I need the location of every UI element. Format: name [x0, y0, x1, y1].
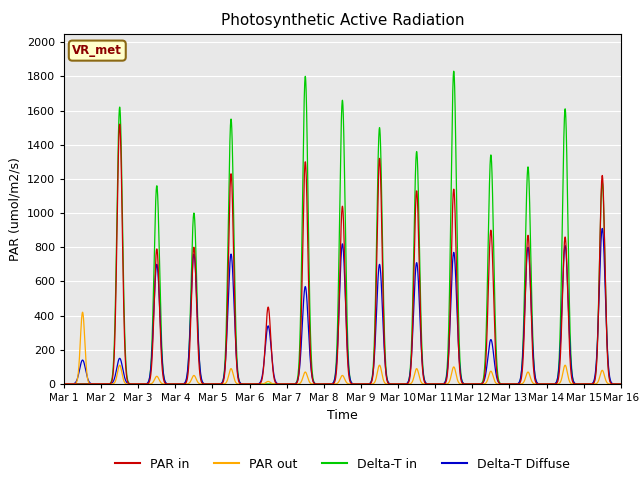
Delta-T in: [450, 68, 458, 74]
X-axis label: Time: Time: [327, 408, 358, 421]
Delta-T Diffuse: [355, 381, 362, 387]
PAR in: [60, 381, 68, 387]
Delta-T Diffuse: [617, 381, 625, 387]
PAR out: [79, 309, 86, 315]
Line: Delta-T Diffuse: Delta-T Diffuse: [64, 228, 621, 384]
Delta-T in: [543, 381, 550, 387]
Delta-T in: [78, 381, 86, 387]
PAR in: [182, 380, 190, 385]
PAR in: [116, 121, 124, 127]
PAR in: [78, 381, 86, 387]
Title: Photosynthetic Active Radiation: Photosynthetic Active Radiation: [221, 13, 464, 28]
PAR out: [121, 380, 129, 385]
Delta-T Diffuse: [543, 381, 550, 387]
PAR out: [283, 381, 291, 387]
PAR out: [182, 381, 190, 387]
PAR out: [60, 381, 68, 387]
PAR in: [194, 334, 202, 339]
PAR out: [617, 381, 625, 387]
Delta-T in: [60, 381, 68, 387]
Line: PAR in: PAR in: [64, 124, 621, 384]
Delta-T Diffuse: [598, 226, 606, 231]
PAR out: [194, 379, 202, 385]
Delta-T in: [617, 381, 625, 387]
PAR out: [543, 381, 550, 387]
PAR out: [78, 314, 86, 320]
PAR in: [355, 381, 362, 387]
PAR in: [543, 381, 550, 387]
Text: VR_met: VR_met: [72, 44, 122, 57]
Delta-T in: [355, 381, 362, 387]
PAR out: [355, 381, 362, 387]
Delta-T Diffuse: [60, 381, 68, 387]
Line: PAR out: PAR out: [64, 312, 621, 384]
Delta-T Diffuse: [182, 377, 190, 383]
Line: Delta-T in: Delta-T in: [64, 71, 621, 384]
Delta-T Diffuse: [194, 322, 202, 328]
Delta-T Diffuse: [121, 375, 129, 381]
PAR in: [617, 381, 625, 387]
Legend: PAR in, PAR out, Delta-T in, Delta-T Diffuse: PAR in, PAR out, Delta-T in, Delta-T Dif…: [109, 453, 575, 476]
Delta-T Diffuse: [78, 358, 86, 364]
Delta-T in: [121, 329, 129, 335]
Y-axis label: PAR (umol/m2/s): PAR (umol/m2/s): [8, 157, 21, 261]
Delta-T in: [182, 378, 190, 384]
Delta-T in: [194, 315, 202, 321]
PAR in: [121, 341, 129, 347]
